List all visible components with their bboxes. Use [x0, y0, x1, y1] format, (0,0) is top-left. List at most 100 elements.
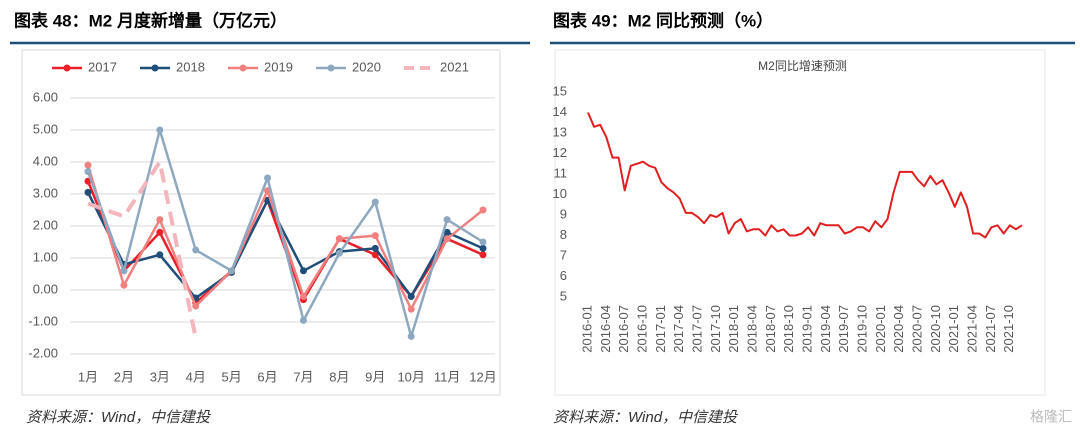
- data-point: [407, 292, 415, 300]
- data-point: [192, 246, 200, 254]
- x-tick-label: 2017-01: [653, 305, 668, 353]
- series-line: [86, 164, 484, 311]
- x-tick-label: 6月: [257, 369, 277, 384]
- data-point: [228, 267, 236, 275]
- x-tick-label: 2017-04: [671, 305, 686, 353]
- chart-frame: [21, 49, 501, 396]
- data-point: [120, 281, 128, 289]
- x-tick-label: 2016-04: [598, 305, 613, 353]
- data-point: [479, 251, 487, 259]
- x-tick-label: 2016-01: [579, 305, 594, 353]
- x-tick-label: 2019-07: [836, 305, 851, 353]
- data-point: [443, 216, 451, 224]
- legend-marker: [239, 64, 247, 72]
- x-tick-label: 2020-01: [873, 305, 888, 353]
- y-tick-label: 3.00: [33, 185, 58, 200]
- data-point: [371, 251, 379, 259]
- y-tick-label: 5: [560, 288, 567, 303]
- y-tick-label: 2.00: [33, 217, 58, 232]
- x-tick-label: 2018-04: [744, 305, 759, 353]
- y-tick-label: 6.00: [33, 89, 58, 104]
- x-tick-label: 2017-07: [689, 305, 704, 353]
- x-tick-label: 3月: [150, 369, 170, 384]
- data-point: [156, 228, 164, 236]
- data-point: [407, 332, 415, 340]
- x-tick-label: 2016-10: [634, 305, 649, 353]
- y-tick-label: -1.00: [28, 313, 58, 328]
- chart-frame: [554, 49, 1046, 396]
- watermark: 格隆汇: [1030, 409, 1072, 425]
- y-tick-label: 11: [554, 165, 568, 180]
- x-tick-label: 2019-10: [855, 305, 870, 353]
- legend-label: 2020: [352, 59, 381, 74]
- data-point: [84, 161, 92, 169]
- data-point: [371, 232, 379, 240]
- data-point: [192, 302, 200, 310]
- data-point: [371, 198, 379, 206]
- x-tick-label: 11月: [434, 369, 461, 384]
- data-point: [299, 267, 307, 275]
- x-tick-label: 2021-01: [946, 305, 961, 353]
- data-point: [264, 174, 272, 182]
- data-point: [443, 235, 451, 243]
- data-point: [479, 244, 487, 252]
- x-tick-label: 2020-04: [891, 305, 906, 353]
- data-point: [120, 267, 128, 275]
- x-tick-label: 2月: [114, 369, 134, 384]
- chart-title: M2同比增速预测: [758, 59, 847, 73]
- series-line: [86, 128, 484, 338]
- y-tick-label: 4.00: [33, 153, 58, 168]
- x-tick-label: 2018-10: [781, 305, 796, 353]
- data-point: [299, 316, 307, 324]
- y-tick-label: 13: [553, 124, 567, 139]
- data-point: [156, 126, 164, 134]
- series-line: [587, 112, 1023, 239]
- data-point: [84, 188, 92, 196]
- legend-marker: [327, 64, 335, 72]
- x-tick-label: 10月: [397, 369, 424, 384]
- figure-header: 图表 49：M2 同比预测（%）: [553, 10, 773, 30]
- x-tick-label: 7月: [293, 369, 313, 384]
- source-note: 资料来源：Wind，中信建投: [553, 409, 739, 426]
- y-tick-label: 1.00: [33, 249, 58, 264]
- data-point: [335, 249, 343, 257]
- x-tick-label: 4月: [186, 369, 206, 384]
- y-tick-label: 8: [560, 227, 567, 242]
- legend-label: 2017: [88, 59, 117, 74]
- figure-header: 图表 48：M2 月度新增量（万亿元）: [14, 10, 287, 30]
- x-tick-label: 2020-10: [928, 305, 943, 353]
- y-tick-label: 9: [560, 206, 567, 221]
- y-tick-label: 12: [553, 145, 567, 160]
- data-point: [299, 292, 307, 300]
- data-point: [479, 206, 487, 214]
- series-line: [86, 191, 484, 300]
- y-tick-label: -2.00: [28, 345, 58, 360]
- x-tick-label: 2018-01: [726, 305, 741, 353]
- x-tick-label: 2021-04: [965, 305, 980, 353]
- x-tick-label: 2021-07: [983, 305, 998, 353]
- y-tick-label: 10: [553, 186, 567, 201]
- x-tick-label: 5月: [222, 369, 242, 384]
- y-tick-label: 15: [553, 83, 567, 98]
- x-tick-label: 2018-07: [763, 305, 778, 353]
- x-tick-label: 2016-07: [616, 305, 631, 353]
- y-tick-label: 5.00: [33, 121, 58, 136]
- data-point: [407, 305, 415, 313]
- x-tick-label: 9月: [365, 369, 385, 384]
- x-tick-label: 2020-07: [910, 305, 925, 353]
- source-note: 资料来源：Wind，中信建投: [26, 409, 212, 426]
- x-tick-label: 2019-04: [818, 305, 833, 353]
- legend-marker: [151, 64, 159, 72]
- x-tick-label: 2017-10: [708, 305, 723, 353]
- data-point: [479, 238, 487, 246]
- data-point: [84, 168, 92, 176]
- data-point: [156, 251, 164, 259]
- x-tick-label: 1月: [78, 369, 98, 384]
- legend-label: 2018: [176, 59, 205, 74]
- x-tick-label: 12月: [469, 369, 496, 384]
- legend-marker: [63, 64, 71, 72]
- data-point: [443, 228, 451, 236]
- y-tick-label: 7: [560, 247, 567, 262]
- x-tick-label: 8月: [329, 369, 349, 384]
